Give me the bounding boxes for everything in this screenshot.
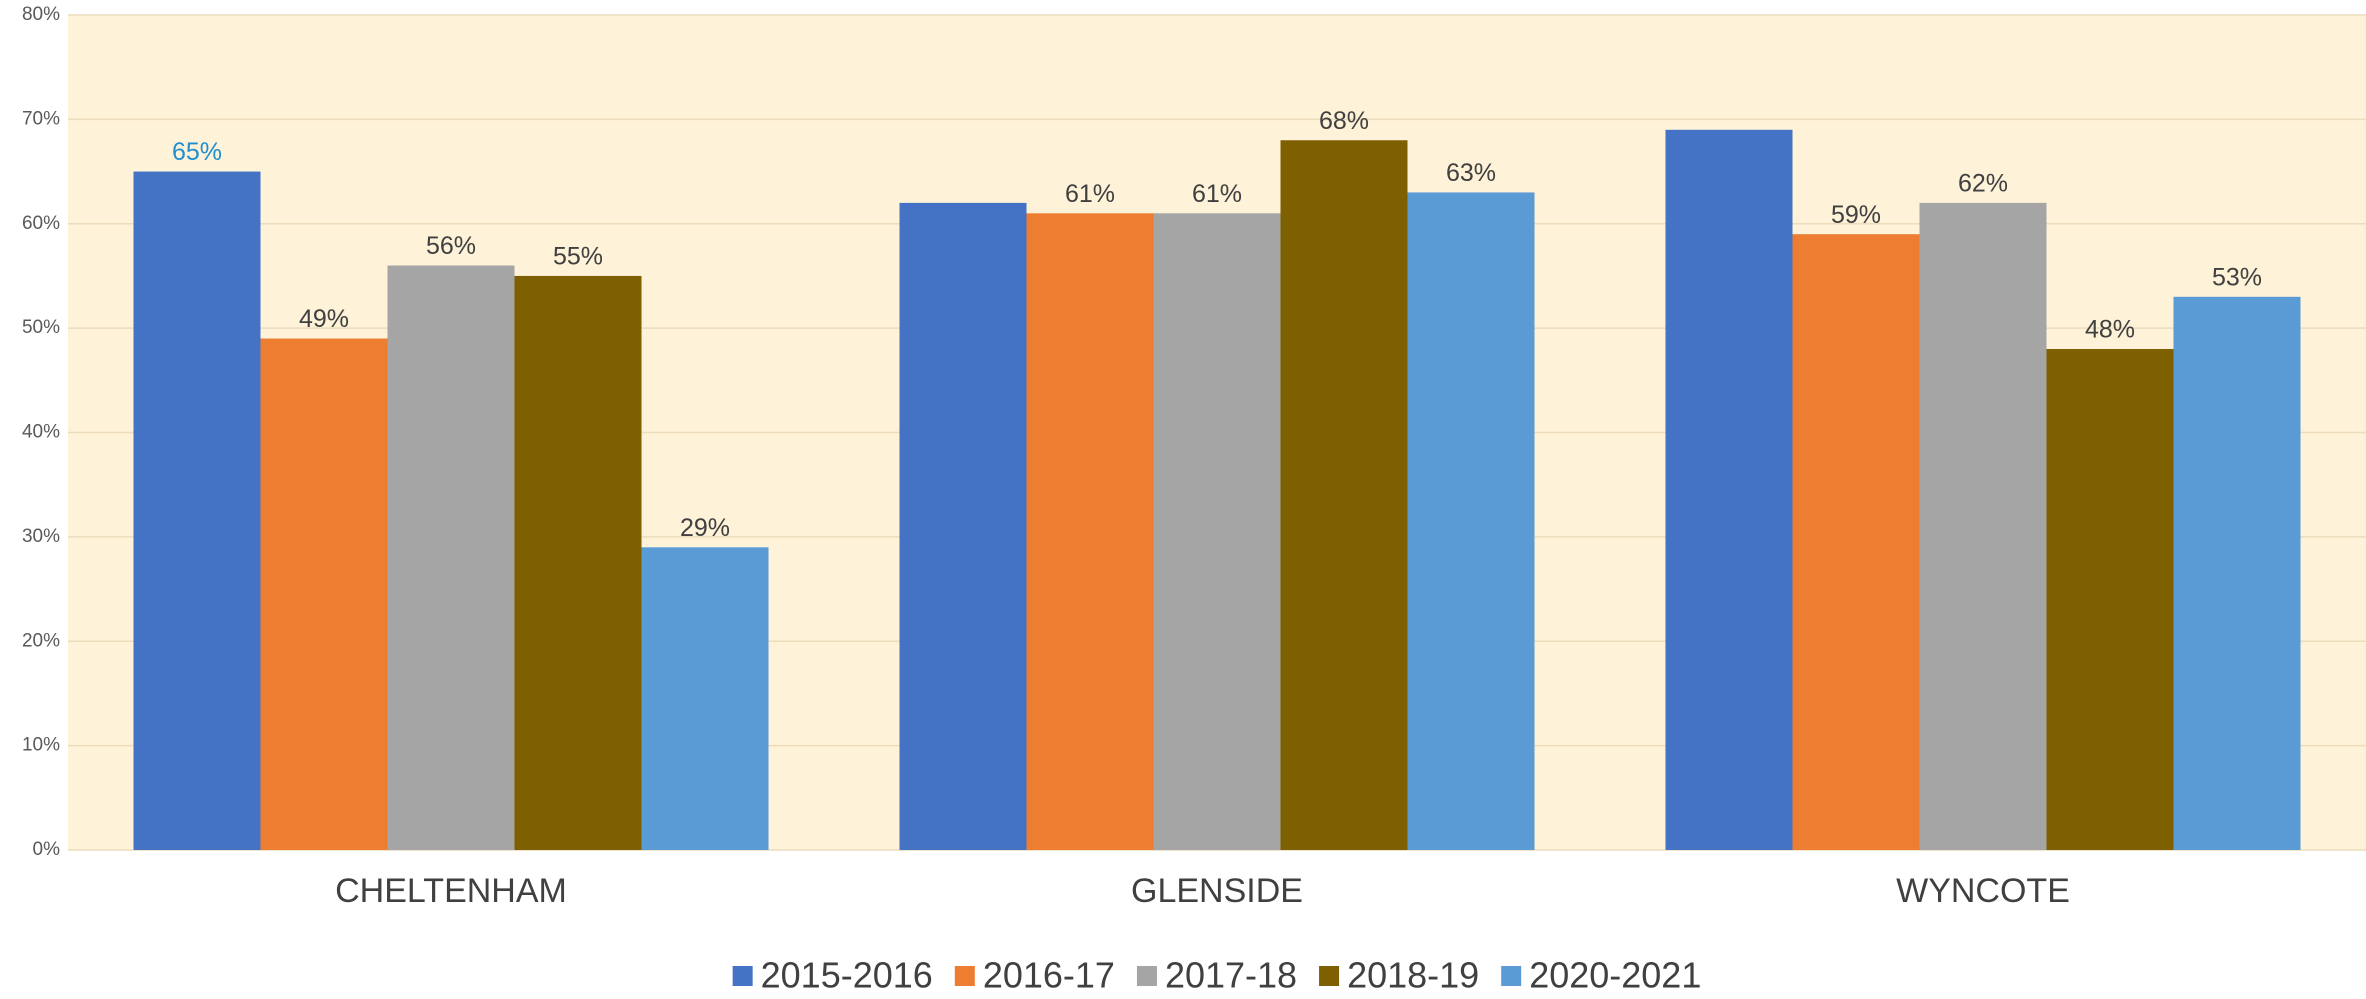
legend-label: 2015-2016	[761, 955, 933, 996]
data-label: 61%	[1192, 180, 1242, 208]
bar	[641, 547, 769, 850]
bar	[899, 202, 1027, 850]
bar	[1153, 213, 1281, 850]
bar	[1665, 129, 1793, 850]
y-tick-label: 20%	[22, 630, 60, 651]
legend-label: 2020-2021	[1529, 955, 1701, 996]
legend-label: 2017-18	[1165, 955, 1297, 996]
y-tick-label: 70%	[22, 108, 60, 129]
y-tick-label: 0%	[33, 839, 61, 860]
data-label: 61%	[1065, 180, 1115, 208]
legend-swatch	[954, 966, 975, 986]
legend-label: 2018-19	[1347, 955, 1479, 996]
x-tick-label: CHELTENHAM	[335, 872, 567, 910]
data-label: 53%	[2212, 263, 2262, 291]
bar	[1919, 202, 2047, 850]
y-tick-label: 60%	[22, 213, 60, 234]
legend-swatch	[1501, 966, 1522, 986]
bar	[387, 265, 515, 850]
bar	[1026, 213, 1154, 850]
data-label: 48%	[2085, 316, 2135, 344]
legend-swatch	[1136, 966, 1157, 986]
data-label: 65%	[172, 138, 222, 166]
bar	[2173, 296, 2301, 850]
y-tick-label: 80%	[22, 4, 60, 25]
legend-swatch	[732, 966, 753, 986]
data-label: 55%	[553, 243, 603, 271]
bar	[1407, 192, 1535, 850]
y-tick-label: 40%	[22, 422, 60, 443]
bar	[260, 338, 388, 850]
legend-swatch	[1319, 966, 1340, 986]
data-label: 59%	[1831, 201, 1881, 229]
bar	[1792, 234, 1920, 850]
bar	[2046, 349, 2174, 850]
bar	[133, 171, 261, 850]
y-tick-label: 30%	[22, 526, 60, 547]
bar	[1280, 140, 1408, 850]
y-tick-label: 10%	[22, 735, 60, 756]
data-label: 56%	[426, 232, 476, 260]
x-tick-label: WYNCOTE	[1896, 872, 2070, 910]
data-label: 62%	[1958, 169, 2008, 197]
data-label: 49%	[299, 305, 349, 333]
y-tick-label: 50%	[22, 317, 60, 338]
legend-label: 2016-17	[983, 955, 1115, 996]
bar	[514, 275, 642, 850]
data-label: 63%	[1446, 159, 1496, 187]
data-label: 29%	[680, 514, 730, 542]
x-tick-label: GLENSIDE	[1131, 872, 1303, 910]
data-label: 68%	[1319, 107, 1369, 135]
